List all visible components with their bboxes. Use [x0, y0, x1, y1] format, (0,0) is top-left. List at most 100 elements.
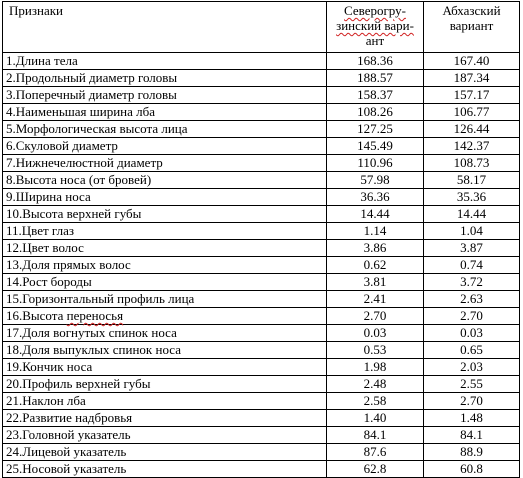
trait-name-text: 22.Развитие надбровья: [6, 410, 133, 425]
abkhaz-value-cell: 187.34: [423, 69, 520, 87]
trait-name-cell: 16.Высота переносья: [2, 307, 327, 325]
abkhaz-value-cell: 142.37: [423, 137, 520, 155]
trait-name-text: 19.Кончик носа: [6, 359, 93, 374]
northgeorgian-value-text: 2.41: [363, 291, 387, 306]
abkhaz-value-text: 157.17: [453, 87, 490, 102]
northgeorgian-value-text: 158.37: [357, 87, 393, 102]
abkhaz-value-text: 88.9: [460, 444, 483, 459]
abkhaz-value-cell: 1.48: [423, 409, 520, 427]
table-row: 17.Доля вогнутых спинок носа 0.03 0.03: [2, 324, 520, 342]
northgeorgian-value-text: 62.8: [363, 461, 387, 476]
trait-name-text: 17.Доля вогнутых спинок носа: [6, 325, 177, 340]
header-col2-line3: ант: [365, 33, 385, 48]
trait-name-cell: 2.Продольный диаметр головы: [2, 69, 327, 87]
header-traits: Признаки: [2, 1, 327, 53]
northgeorgian-value-text: 2.58: [363, 393, 387, 408]
trait-name-text: 10.Высота верхней губы: [6, 206, 142, 221]
abkhaz-value-text: 1.04: [460, 223, 483, 238]
trait-name-text: 14.Рост бороды: [6, 274, 92, 289]
trait-name-text: 6.Скуловой диаметр: [6, 138, 118, 153]
abkhaz-value-text: 58.17: [456, 172, 487, 187]
trait-name-text: 25.Носовой указатель: [6, 461, 127, 476]
trait-name-cell: 4.Наименьшая ширина лба: [2, 103, 327, 121]
table-row: 6.Скуловой диаметр 145.49 142.37: [2, 137, 520, 155]
table-row: 5.Морфологическая высота лица 127.25 126.4…: [2, 120, 520, 138]
abkhaz-value-cell: 0.65: [423, 341, 520, 359]
table-row: 19.Кончик носа 1.98 2.03: [2, 358, 520, 376]
northgeorgian-value-cell: 2.48: [326, 375, 424, 393]
header-col3-line1: Абхазский: [442, 3, 501, 18]
table-row: 13.Доля прямых волос 0.62 0.74: [2, 256, 520, 274]
northgeorgian-value-cell: 145.49: [326, 137, 424, 155]
trait-name-text: 16.Высота переносья: [6, 308, 124, 323]
trait-name-text: 5.Морфологическая высота лица: [6, 121, 188, 136]
northgeorgian-value-text: 84.1: [363, 427, 387, 442]
trait-name-text: 18.Доля выпуклых спинок носа: [6, 342, 181, 357]
northgeorgian-value-text: 36.36: [360, 189, 390, 204]
trait-name-text: 8.Высота носа (от бровей): [6, 172, 152, 187]
table-row: 16.Высота переносья 2.70 2.70: [2, 307, 520, 325]
trait-name-cell: 24.Лицевой указатель: [2, 443, 327, 461]
northgeorgian-value-cell: 2.70: [326, 307, 424, 325]
northgeorgian-value-cell: 158.37: [326, 86, 424, 104]
abkhaz-value-cell: 3.87: [423, 239, 520, 257]
northgeorgian-value-cell: 84.1: [326, 426, 424, 444]
northgeorgian-value-cell: 127.25: [326, 120, 424, 138]
northgeorgian-value-cell: 3.86: [326, 239, 424, 257]
table-row: 20.Профиль верхней губы 2.48 2.55: [2, 375, 520, 393]
abkhaz-value-cell: 126.44: [423, 120, 520, 138]
table-body: 1.Длина тела 168.36 167.40 2.Продольный диа…: [2, 52, 520, 478]
abkhaz-value-cell: 3.72: [423, 273, 520, 291]
header-northgeorgian-variant: Северогру- зинский вари- ант: [326, 1, 424, 53]
abkhaz-value-text: 0.65: [460, 342, 483, 357]
abkhaz-value-cell: 14.44: [423, 205, 520, 223]
table-row: 8.Высота носа (от бровей) 57.98 58.17: [2, 171, 520, 189]
table-header-row: Признаки Северогру- зинский вари- ант Аб…: [2, 1, 520, 53]
abkhaz-value-text: 2.70: [460, 393, 483, 408]
abkhaz-value-cell: 2.63: [423, 290, 520, 308]
trait-name-text: 11.Цвет глаз: [6, 223, 74, 238]
table-row: 11.Цвет глаз 1.14 1.04: [2, 222, 520, 240]
northgeorgian-value-text: 87.6: [363, 444, 387, 459]
northgeorgian-value-cell: 1.40: [326, 409, 424, 427]
abkhaz-value-text: 2.55: [460, 376, 483, 391]
abkhaz-value-cell: 1.04: [423, 222, 520, 240]
table-row: 1.Длина тела 168.36 167.40: [2, 52, 520, 70]
northgeorgian-value-text: 108.26: [357, 104, 393, 119]
abkhaz-value-text: 108.73: [453, 155, 490, 170]
abkhaz-value-text: 106.77: [453, 104, 490, 119]
trait-name-text: 4.Наименьшая ширина лба: [6, 104, 156, 119]
northgeorgian-value-text: 1.98: [363, 359, 387, 374]
header-col3-line2: вариант: [449, 18, 494, 33]
trait-name-text: 20.Профиль верхней губы: [6, 376, 151, 391]
abkhaz-value-text: 187.34: [453, 70, 490, 85]
northgeorgian-value-cell: 87.6: [326, 443, 424, 461]
table-row: 23.Головной указатель 84.1 84.1: [2, 426, 520, 444]
trait-name-cell: 7.Нижнечелюстной диаметр: [2, 154, 327, 172]
trait-name-cell: 1.Длина тела: [2, 52, 327, 70]
trait-name-cell: 11.Цвет глаз: [2, 222, 327, 240]
northgeorgian-value-cell: 57.98: [326, 171, 424, 189]
abkhaz-value-text: 35.36: [456, 189, 487, 204]
abkhaz-value-text: 3.72: [460, 274, 483, 289]
trait-name-cell: 3.Поперечный диаметр головы: [2, 86, 327, 104]
trait-name-cell: 21.Наклон лба: [2, 392, 327, 410]
abkhaz-value-text: 3.87: [460, 240, 483, 255]
northgeorgian-value-text: 0.53: [363, 342, 387, 357]
northgeorgian-value-cell: 14.44: [326, 205, 424, 223]
table-row: 4.Наименьшая ширина лба 108.26 106.77: [2, 103, 520, 121]
abkhaz-value-cell: 58.17: [423, 171, 520, 189]
trait-name-cell: 14.Рост бороды: [2, 273, 327, 291]
trait-name-cell: 17.Доля вогнутых спинок носа: [2, 324, 327, 342]
trait-name-cell: 5.Морфологическая высота лица: [2, 120, 327, 138]
table-row: 15.Горизонтальный профиль лица 2.41 2.63: [2, 290, 520, 308]
abkhaz-value-text: 14.44: [456, 206, 487, 221]
abkhaz-value-cell: 88.9: [423, 443, 520, 461]
trait-name-cell: 15.Горизонтальный профиль лица: [2, 290, 327, 308]
northgeorgian-value-text: 2.48: [363, 376, 387, 391]
trait-name-cell: 13.Доля прямых волос: [2, 256, 327, 274]
abkhaz-value-cell: 60.8: [423, 460, 520, 478]
trait-name-cell: 22.Развитие надбровья: [2, 409, 327, 427]
northgeorgian-value-cell: 0.53: [326, 341, 424, 359]
